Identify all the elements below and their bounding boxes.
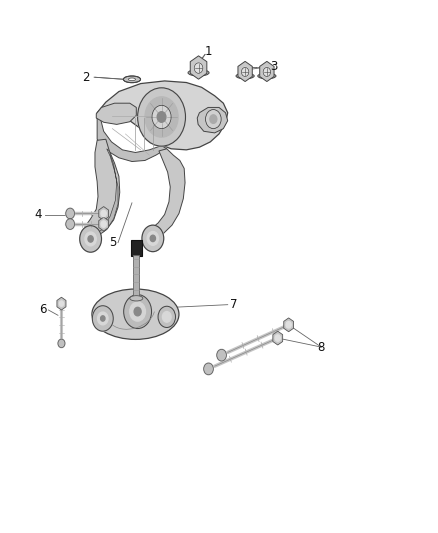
Polygon shape <box>190 56 207 79</box>
Circle shape <box>142 225 164 252</box>
Circle shape <box>145 97 178 137</box>
Text: 2: 2 <box>82 71 90 84</box>
Circle shape <box>101 211 106 216</box>
Polygon shape <box>260 61 274 82</box>
Polygon shape <box>57 297 66 310</box>
Circle shape <box>85 232 96 246</box>
Text: 6: 6 <box>39 303 46 317</box>
Polygon shape <box>99 217 109 231</box>
Text: 1: 1 <box>205 45 212 58</box>
Circle shape <box>152 106 171 128</box>
Polygon shape <box>99 207 109 220</box>
Circle shape <box>59 301 64 306</box>
Circle shape <box>263 68 271 77</box>
Circle shape <box>80 225 102 252</box>
Circle shape <box>150 235 155 241</box>
Circle shape <box>210 115 217 123</box>
Text: 3: 3 <box>270 60 277 73</box>
Ellipse shape <box>258 73 276 79</box>
Ellipse shape <box>236 73 254 79</box>
Ellipse shape <box>92 289 179 340</box>
FancyBboxPatch shape <box>131 240 142 256</box>
Circle shape <box>286 321 291 328</box>
Circle shape <box>66 208 74 219</box>
Circle shape <box>205 110 221 128</box>
Text: 5: 5 <box>109 236 116 249</box>
Circle shape <box>92 306 113 331</box>
Circle shape <box>66 219 74 229</box>
Circle shape <box>158 306 176 327</box>
Polygon shape <box>238 61 252 82</box>
Polygon shape <box>197 108 228 133</box>
Circle shape <box>138 88 185 146</box>
Polygon shape <box>97 113 167 161</box>
Circle shape <box>88 236 93 242</box>
Text: 7: 7 <box>230 298 238 311</box>
FancyBboxPatch shape <box>133 255 139 298</box>
Polygon shape <box>96 103 136 124</box>
Circle shape <box>101 221 106 227</box>
Polygon shape <box>93 149 118 236</box>
Text: 4: 4 <box>35 208 42 221</box>
Circle shape <box>217 349 226 361</box>
Text: 8: 8 <box>318 341 325 353</box>
Polygon shape <box>284 318 293 332</box>
Ellipse shape <box>124 76 141 83</box>
Ellipse shape <box>188 69 209 76</box>
Polygon shape <box>97 81 228 150</box>
Circle shape <box>58 339 65 348</box>
Circle shape <box>130 302 145 321</box>
Polygon shape <box>149 149 185 237</box>
Circle shape <box>134 308 141 316</box>
Polygon shape <box>273 331 283 345</box>
Circle shape <box>241 68 249 77</box>
Circle shape <box>147 231 159 245</box>
Circle shape <box>204 363 213 375</box>
Circle shape <box>157 112 166 122</box>
Ellipse shape <box>128 78 135 80</box>
Polygon shape <box>85 139 120 238</box>
Circle shape <box>124 295 152 328</box>
Ellipse shape <box>130 296 143 301</box>
Circle shape <box>162 312 171 322</box>
Circle shape <box>101 316 105 321</box>
Circle shape <box>98 312 108 325</box>
Circle shape <box>275 335 280 341</box>
Circle shape <box>194 63 203 74</box>
